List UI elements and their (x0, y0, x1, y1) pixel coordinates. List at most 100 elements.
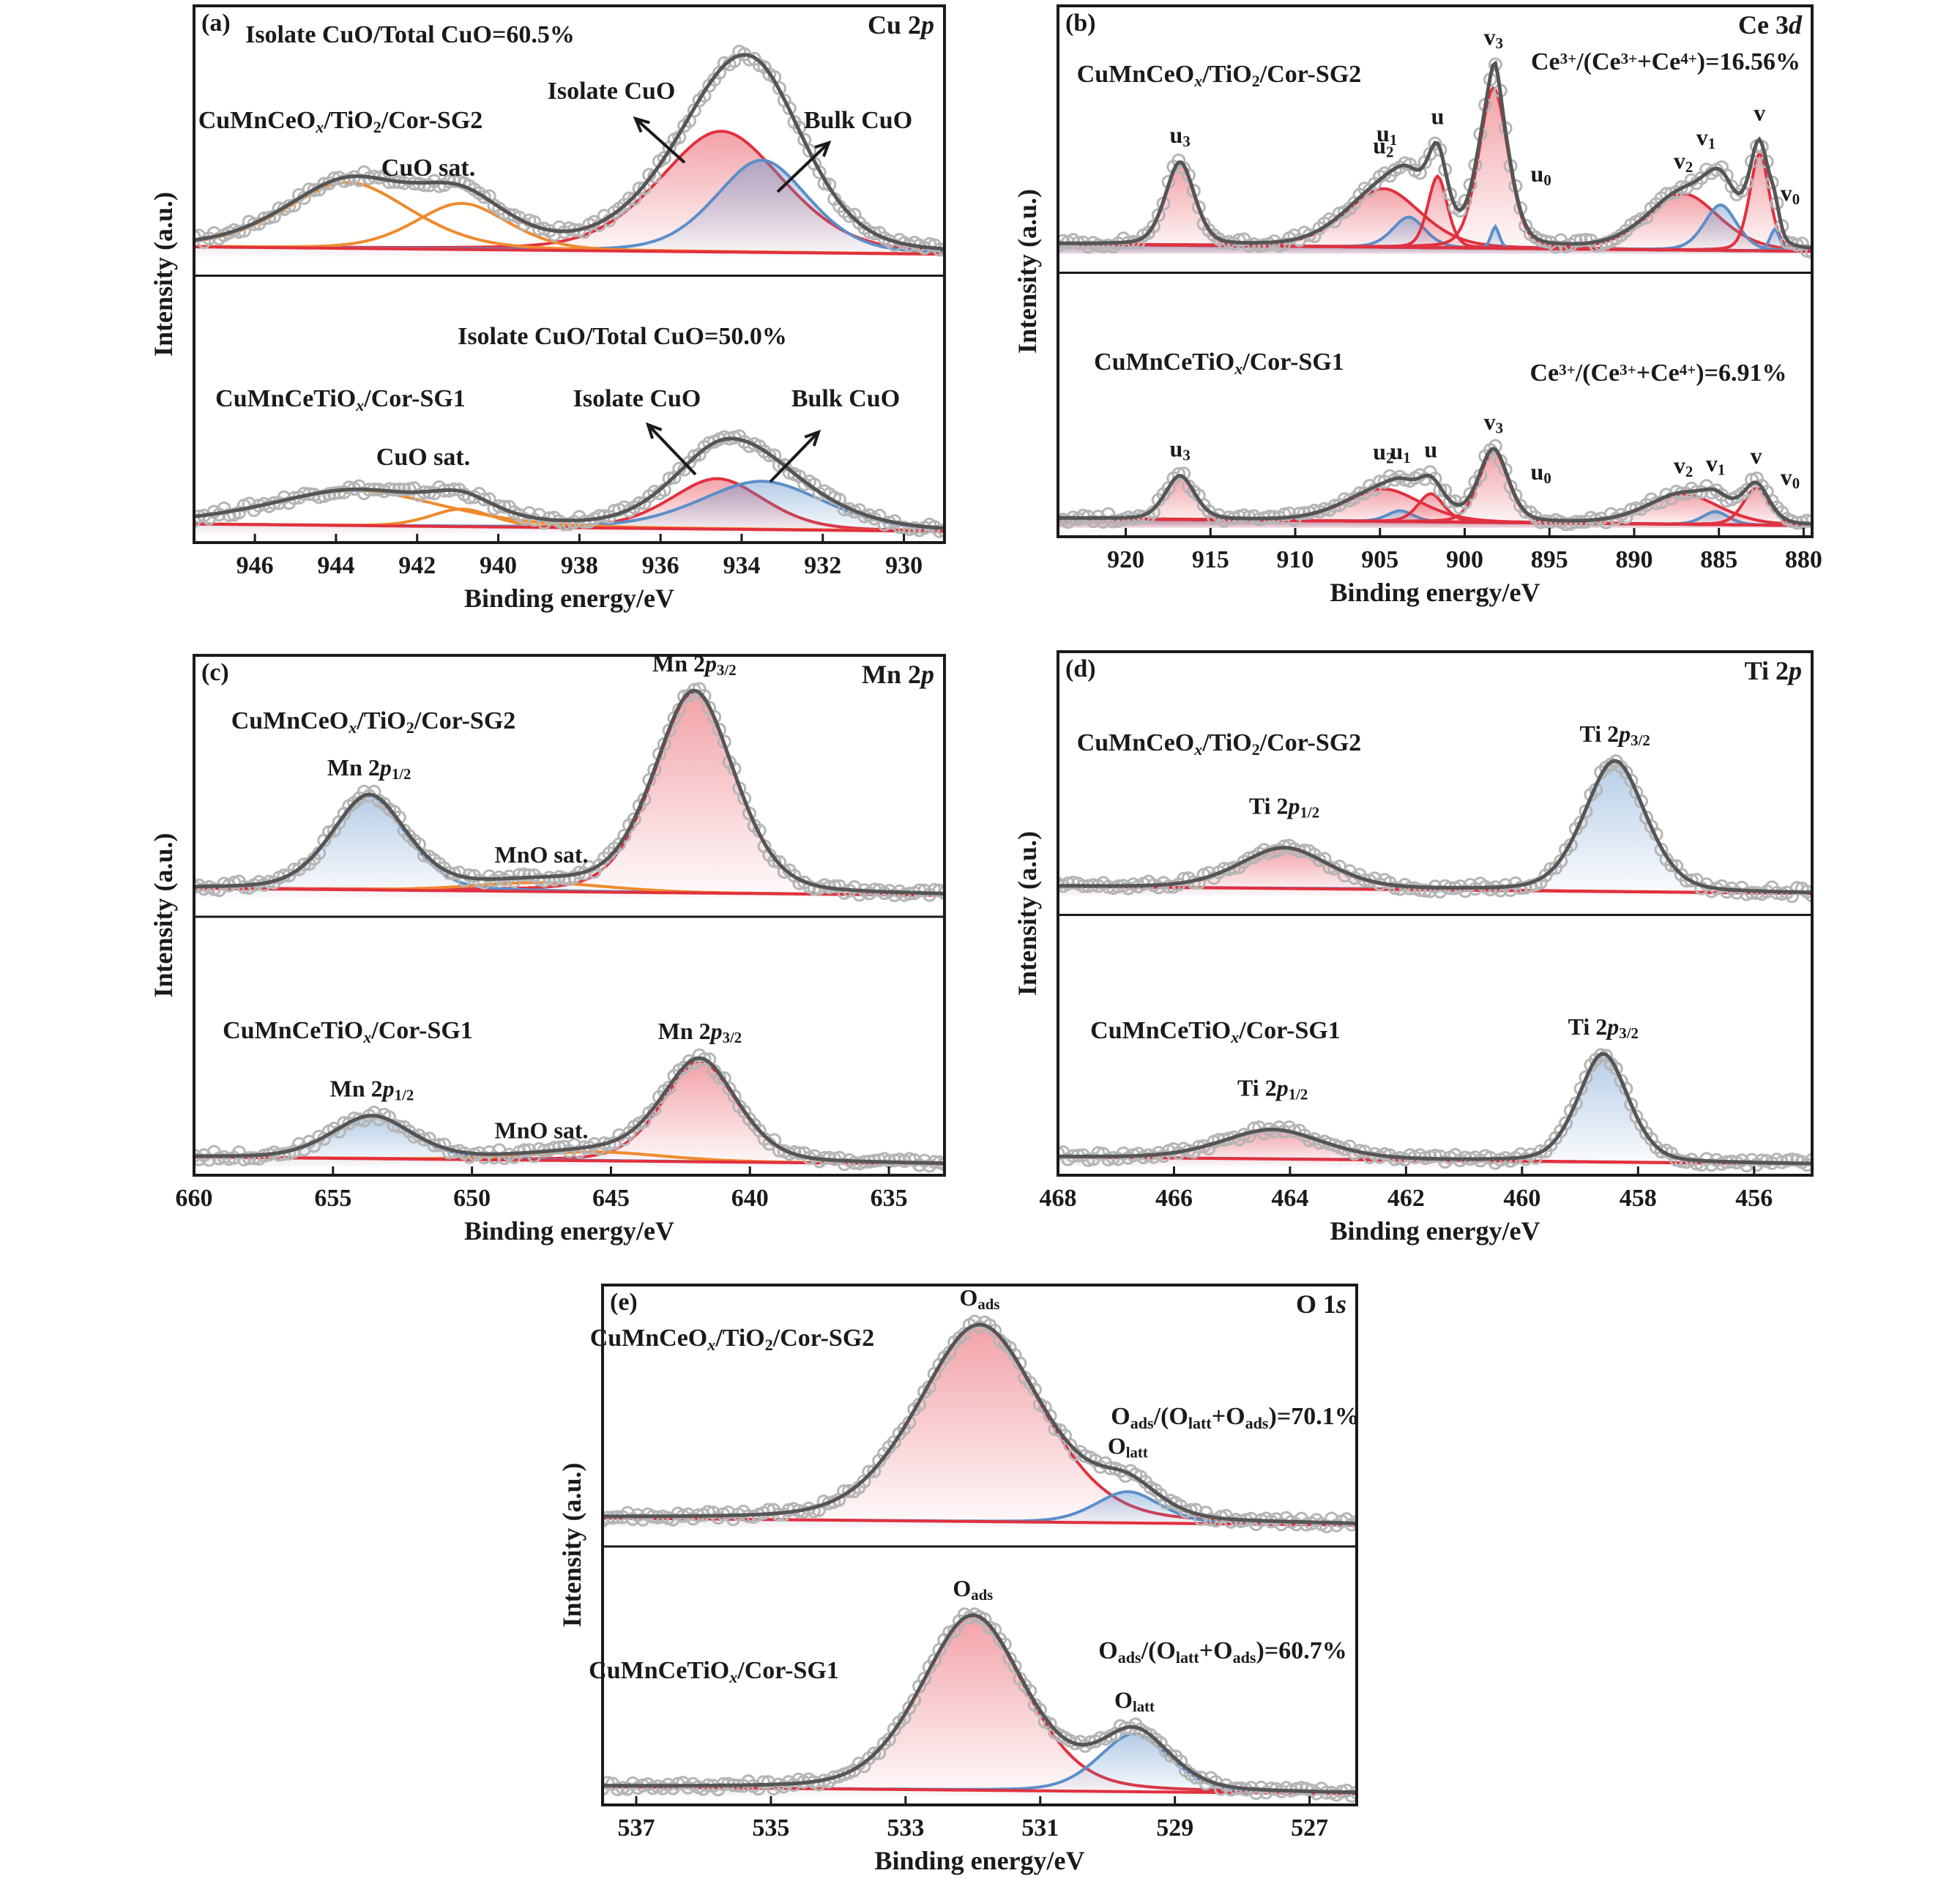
series-top (1058, 754, 1812, 904)
x-tick-label: 466 (1155, 1185, 1193, 1212)
x-tick-label: 905 (1361, 546, 1398, 573)
x-tick-label: 533 (887, 1814, 924, 1842)
element-label: Cu 2p (868, 10, 934, 40)
peak-label: Ti 2p3/2 (1568, 1013, 1639, 1042)
x-tick-label: 944 (317, 552, 354, 579)
component-fill (194, 481, 944, 534)
sample-name: CuMnCeTiOx/Cor-SG1 (589, 1657, 839, 1686)
element-label: Ce 3d (1738, 10, 1803, 40)
component-fill (1058, 176, 1812, 254)
x-tick-label: 640 (731, 1185, 769, 1212)
envelope-fit (1058, 60, 1812, 250)
x-tick-label: 535 (752, 1814, 789, 1842)
x-tick-label: 934 (723, 552, 760, 579)
x-axis-label: Binding energy/eV (1330, 1216, 1540, 1246)
raw-data (194, 682, 944, 902)
peak-label: Mn 2p3/2 (652, 650, 737, 679)
peak-label: v1 (1696, 124, 1715, 152)
panel-label: (d) (1065, 655, 1096, 682)
peak-label: u0 (1531, 160, 1551, 189)
series-bottom (1058, 439, 1812, 532)
component-fill (1058, 761, 1812, 896)
envelope-fit (603, 1613, 1357, 1795)
x-tick-label: 537 (617, 1814, 655, 1842)
x-axis-label: Binding energy/eV (464, 584, 674, 613)
x-tick-label: 655 (314, 1185, 351, 1212)
arrow (634, 117, 686, 164)
envelope-fit (194, 1056, 944, 1165)
sample-name: CuMnCeOx/TiO2/Cor-SG2 (198, 107, 483, 136)
x-tick-label: 936 (642, 552, 679, 579)
plot-frame (1057, 4, 1814, 538)
envelope-fit (603, 1322, 1357, 1525)
sample-name: CuMnCeOx/TiO2/Cor-SG2 (1077, 61, 1362, 90)
arrow-head (814, 140, 832, 157)
x-tick-label: 946 (236, 552, 274, 579)
component-fill (603, 1325, 1357, 1527)
sample-name: CuMnCeOx/TiO2/Cor-SG2 (1077, 729, 1362, 759)
component-fill (603, 1492, 1357, 1527)
x-axis-label: Binding energy/eV (464, 1216, 674, 1246)
ratio-text: Oads/(Olatt+Oads)=70.1% (1111, 1403, 1359, 1432)
panel-c: 660 655 650 645 640 635 Binding energy/eV Inten… (149, 650, 946, 1246)
element-label: Mn 2p (862, 660, 934, 689)
peak-label: v2 (1674, 452, 1693, 480)
x-tick-label: 942 (398, 552, 436, 579)
x-tick-label: 932 (804, 552, 841, 579)
series-bottom (1058, 1048, 1812, 1173)
series-top (194, 682, 944, 902)
x-tick-label: 885 (1700, 546, 1737, 573)
series-top (1058, 57, 1812, 259)
peak-label: u1 (1376, 120, 1397, 149)
y-axis-label: Intensity (a.u.) (557, 1462, 586, 1627)
peak-label: v3 (1484, 409, 1503, 437)
panel-a: 946 944 942 940 938 936 934 932 930 Binding energ… (149, 4, 946, 613)
peak-label: v0 (1781, 463, 1800, 492)
arrow (776, 141, 830, 193)
x-tick-label: 462 (1387, 1185, 1425, 1212)
background-line (194, 245, 944, 256)
peak-label: MnO sat. (495, 841, 589, 868)
peak-label: v (1754, 99, 1765, 125)
arrow-head (645, 422, 663, 439)
ratio-text: Oads/(Olatt+Oads)=60.7% (1098, 1637, 1346, 1667)
component-fill (194, 692, 944, 898)
peak-label: CuO sat. (381, 154, 475, 182)
sample-name: CuMnCeTiOx/Cor-SG1 (1094, 349, 1344, 378)
sample-name: CuMnCeTiOx/Cor-SG1 (1090, 1017, 1341, 1046)
peak-label: Mn 2p3/2 (658, 1018, 742, 1046)
component-fill (1058, 153, 1812, 254)
y-axis-label: Intensity (a.u.) (1013, 189, 1042, 354)
plot-area (1058, 57, 1812, 532)
peak-label: u3 (1170, 122, 1190, 150)
component-fill (603, 1616, 1357, 1796)
peak-label: Ti 2p1/2 (1237, 1075, 1308, 1103)
component-fill (1058, 848, 1812, 896)
series-top (603, 1314, 1357, 1533)
peak-label: Olatt (1108, 1433, 1148, 1462)
x-tick-label: 456 (1735, 1185, 1773, 1212)
plot-frame (601, 1284, 1358, 1806)
series-bottom (603, 1607, 1357, 1803)
panel-label: (e) (610, 1289, 638, 1316)
ratio-text: Ce3+/(Ce3++Ce4+)=16.56% (1531, 48, 1800, 75)
y-axis-label: Intensity (a.u.) (149, 833, 178, 997)
panel-label: (b) (1065, 10, 1096, 37)
x-tick-label: 938 (561, 552, 598, 579)
envelope-fit (194, 53, 944, 251)
x-tick-label: 635 (871, 1185, 908, 1212)
peak-label: v3 (1484, 23, 1503, 52)
x-tick-label: 464 (1271, 1185, 1308, 1212)
y-axis-label: Intensity (a.u.) (149, 192, 178, 357)
x-tick-label: 645 (592, 1185, 630, 1212)
component-fill (194, 796, 944, 898)
sample-name: CuMnCeOx/TiO2/Cor-SG2 (231, 707, 516, 737)
envelope-fit (1058, 759, 1812, 895)
x-tick-label: 880 (1785, 546, 1822, 573)
background-line (1058, 242, 1812, 253)
x-tick-label: 920 (1107, 546, 1144, 573)
x-tick-label: 527 (1291, 1814, 1328, 1842)
peak-label: v0 (1781, 179, 1800, 208)
peak-label: Mn 2p1/2 (330, 1076, 414, 1104)
